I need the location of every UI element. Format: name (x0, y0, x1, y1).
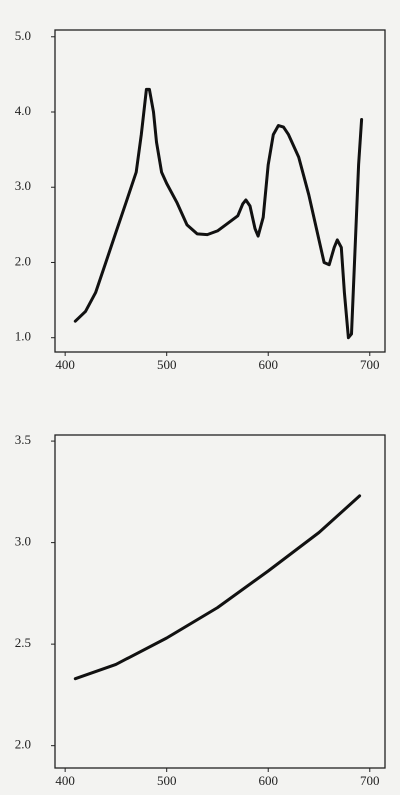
y-tick-label: 3.0 (15, 178, 31, 193)
plot-frame (54, 29, 386, 353)
x-tick-label: 500 (157, 357, 177, 372)
x-tick-label: 400 (55, 357, 75, 372)
y-tick-label: 1.0 (15, 329, 31, 344)
plot-frame (54, 434, 386, 769)
y-tick-label: 3.5 (15, 432, 31, 447)
data-line (73, 494, 362, 681)
x-tick-label: 400 (55, 773, 75, 788)
y-tick-label: 5.0 (15, 28, 31, 43)
x-tick-label: 600 (258, 773, 278, 788)
x-tick-label: 500 (157, 773, 177, 788)
y-tick-label: 2.5 (15, 635, 31, 650)
data-line (73, 87, 364, 340)
y-tick-label: 4.0 (15, 103, 31, 118)
x-tick-label: 700 (360, 773, 380, 788)
y-tick-label: 3.0 (15, 534, 31, 549)
x-tick-label: 600 (258, 357, 278, 372)
x-tick-label: 700 (360, 357, 380, 372)
y-tick-label: 2.0 (15, 253, 31, 268)
y-tick-label: 2.0 (15, 737, 31, 752)
